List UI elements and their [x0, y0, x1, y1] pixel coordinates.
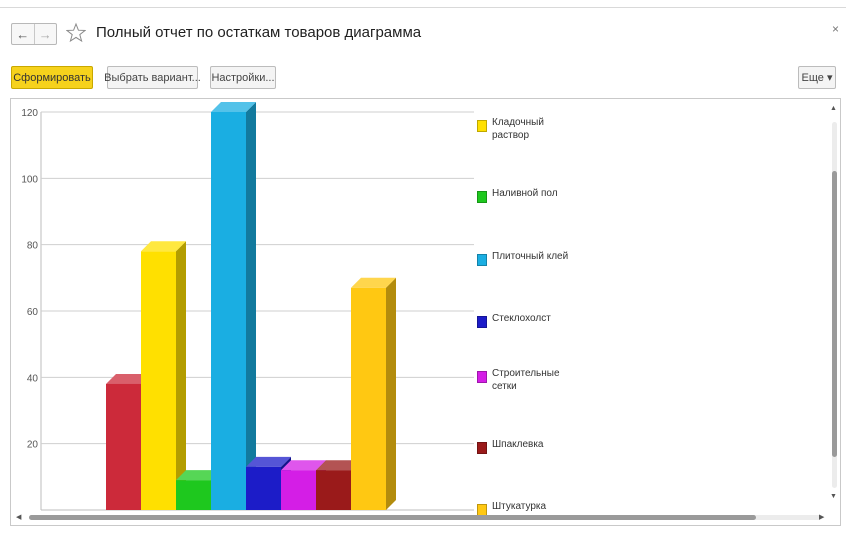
- legend-swatch: [477, 120, 487, 132]
- scroll-up-icon[interactable]: ▲: [830, 105, 837, 112]
- bar: [281, 470, 316, 510]
- scroll-right-icon[interactable]: ▶: [819, 514, 825, 521]
- horizontal-scroll-thumb[interactable]: [29, 515, 756, 520]
- legend-swatch: [477, 371, 487, 383]
- legend-label: Плиточный клей: [492, 251, 569, 262]
- bar: [176, 480, 211, 510]
- generate-button[interactable]: Сформировать: [11, 66, 93, 89]
- bar-top: [176, 470, 221, 481]
- legend-swatch: [477, 254, 487, 266]
- legend-swatch: [477, 442, 487, 454]
- form-header: ← → Полный отчет по остаткам товаров диа…: [0, 20, 846, 50]
- bar: [106, 383, 141, 510]
- y-tick-label: 40: [27, 373, 39, 384]
- bar-top: [211, 102, 256, 112]
- close-icon[interactable]: ×: [832, 22, 840, 36]
- bar-top: [246, 456, 291, 467]
- bar: [316, 470, 351, 510]
- legend-label: Штукатурка: [492, 501, 547, 512]
- bar-top: [316, 460, 361, 471]
- bar-top: [351, 277, 396, 288]
- y-tick-label: 80: [27, 241, 39, 252]
- y-tick-label: 20: [27, 440, 39, 451]
- command-bar: Сформировать Выбрать вариант... Настройк…: [0, 66, 846, 90]
- bar: [351, 287, 386, 510]
- legend-swatch: [477, 316, 487, 328]
- legend-label: Стеклохолст: [492, 313, 551, 324]
- vertical-scrollbar[interactable]: ▲ ▼: [829, 99, 840, 509]
- bar: [141, 251, 176, 511]
- bar: [211, 112, 246, 510]
- bar-top: [141, 241, 186, 252]
- legend-label: Кладочный раствор: [492, 117, 544, 141]
- top-divider: [0, 7, 846, 8]
- legend-label: Строительные сетки: [492, 368, 560, 392]
- legend-label: Наливной пол: [492, 188, 558, 199]
- scroll-left-icon[interactable]: ◀: [16, 514, 22, 521]
- bar-top: [281, 460, 326, 471]
- more-button[interactable]: Еще ▾: [798, 66, 836, 89]
- vertical-scroll-thumb[interactable]: [832, 171, 837, 457]
- stock-chart: 20 40 60 80 100 120: [21, 102, 474, 511]
- report-area: 20 40 60 80 100 120 Кладочный раствор Наливной…: [10, 98, 841, 526]
- bar-side: [386, 277, 396, 510]
- bar-side: [246, 102, 256, 510]
- bar-top: [106, 373, 151, 384]
- choose-variant-button[interactable]: Выбрать вариант...: [104, 66, 201, 89]
- settings-button[interactable]: Настройки...: [210, 66, 276, 89]
- forward-button[interactable]: →: [33, 24, 57, 44]
- bar: [246, 466, 281, 510]
- y-tick-label: 120: [21, 108, 38, 119]
- scroll-down-icon[interactable]: ▼: [830, 493, 837, 500]
- chart-legend: Кладочный раствор Наливной пол Плиточный к…: [476, 99, 816, 516]
- navigation-buttons: ← →: [11, 23, 57, 45]
- favorite-star-icon[interactable]: [66, 22, 86, 44]
- page-title: Полный отчет по остаткам товаров диаграм…: [96, 24, 422, 41]
- horizontal-scrollbar[interactable]: ◀ ▶: [11, 511, 829, 525]
- bar-side: [176, 241, 186, 511]
- legend-label: Шпаклевка: [492, 439, 544, 450]
- legend-swatch: [477, 191, 487, 203]
- y-tick-label: 100: [21, 174, 38, 185]
- y-tick-label: 60: [27, 307, 39, 318]
- back-button[interactable]: ←: [16, 26, 30, 42]
